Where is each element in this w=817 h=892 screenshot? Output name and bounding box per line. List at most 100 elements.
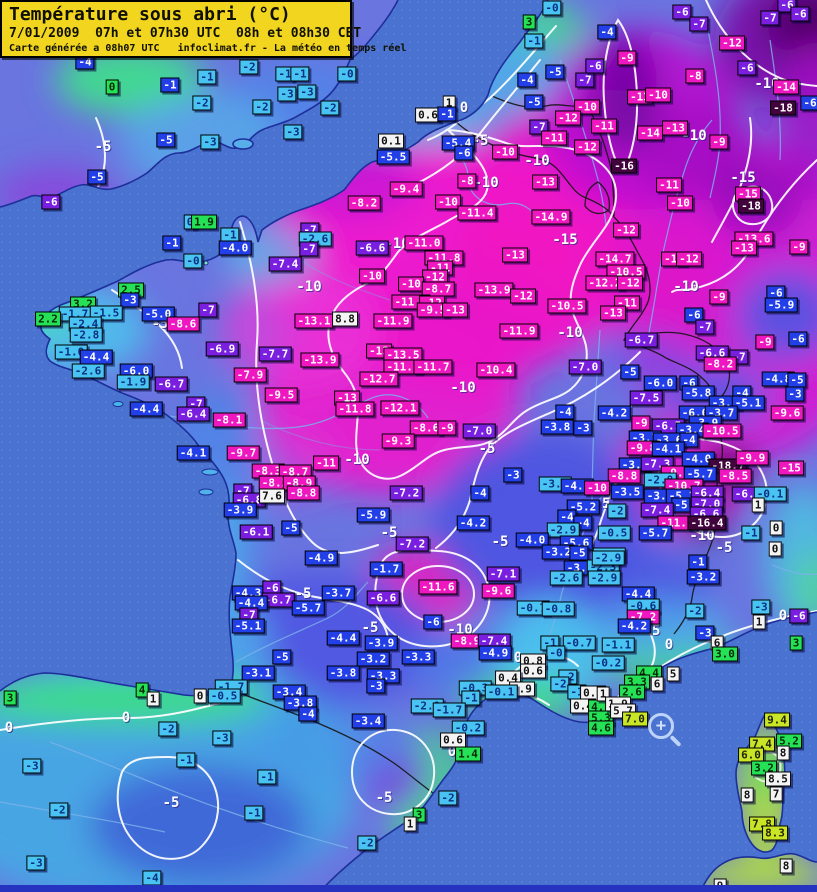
station-temp-label: -11.7: [413, 359, 453, 375]
station-temp-label: -7.1: [486, 566, 520, 582]
station-temp-label: -2: [239, 59, 259, 75]
station-temp-label: -2: [192, 95, 212, 111]
station-temp-label: -3.4: [351, 713, 385, 729]
station-temp-label: -3: [785, 386, 805, 402]
contour-label: -10: [344, 452, 370, 468]
station-temp-label: -10: [645, 87, 671, 103]
station-temp-label: 0: [768, 541, 782, 557]
station-temp-label: -3.8: [326, 665, 360, 681]
station-temp-label: -4.4: [79, 349, 113, 365]
station-temp-label: -6: [789, 608, 809, 624]
contour-label: 0: [513, 650, 523, 666]
station-temp-label: -12: [613, 222, 639, 238]
station-temp-label: -4.0: [681, 451, 715, 467]
station-temp-label: -14: [773, 79, 799, 95]
station-temp-label: -2: [49, 802, 69, 818]
station-temp-label: -4.9: [478, 645, 512, 661]
station-temp-label: -7.7: [258, 346, 292, 362]
station-temp-label: 3.0: [712, 646, 738, 662]
station-temp-label: -0: [183, 253, 203, 269]
station-temp-label: -9: [437, 420, 457, 436]
station-temp-label: -1: [741, 525, 761, 541]
station-temp-label: -8.3: [251, 463, 285, 479]
station-temp-label: 8: [779, 858, 793, 874]
station-temp-label: -5: [671, 497, 691, 513]
station-temp-label: -6.7: [154, 376, 188, 392]
station-temp-label: -5.1: [731, 395, 765, 411]
station-temp-label: -1: [688, 554, 708, 570]
contour-label: -15: [730, 170, 756, 186]
station-temp-label: -6.7: [624, 332, 658, 348]
station-temp-label: -8.6: [166, 316, 200, 332]
station-temp-label: -1.7: [432, 702, 466, 718]
station-temp-label: -10: [584, 480, 610, 496]
station-temp-label: -4.0: [515, 532, 549, 548]
station-temp-label: -5: [620, 364, 640, 380]
station-temp-label: -1: [275, 66, 295, 82]
station-temp-label: -4.4: [234, 595, 268, 611]
station-temp-label: -10: [667, 195, 693, 211]
contour-label: -5: [380, 525, 398, 541]
station-temp-label: -1.7: [369, 561, 403, 577]
station-temp-label: -1: [437, 106, 457, 122]
station-temp-label: -4.4: [129, 401, 163, 417]
map-subtitle: 7/01/2009 07h et 07h30 UTC 08h et 08h30 …: [9, 26, 362, 41]
station-temp-label: 3: [3, 690, 17, 706]
station-temp-label: -7: [760, 10, 780, 26]
station-temp-label: -1: [162, 235, 182, 251]
station-temp-label: -7: [689, 16, 709, 32]
contour-label: 0: [459, 100, 469, 116]
station-temp-label: 5.7: [610, 703, 636, 719]
station-temp-label: -2: [158, 721, 178, 737]
station-temp-label: 4: [135, 682, 149, 698]
station-temp-label: -4.1: [176, 445, 210, 461]
station-temp-label: -2: [320, 100, 340, 116]
station-temp-label: -4: [555, 404, 575, 420]
station-temp-label: 0: [105, 79, 119, 95]
station-temp-label: 6: [650, 676, 664, 692]
station-temp-label: -6: [788, 331, 808, 347]
station-temp-label: -4.9: [304, 550, 338, 566]
contour-label: -5: [491, 534, 509, 550]
station-temp-label: -15: [778, 460, 804, 476]
station-temp-label: -5: [87, 169, 107, 185]
station-temp-label: -4: [470, 485, 490, 501]
station-temp-label: -4: [517, 72, 537, 88]
station-temp-label: -5.9: [356, 507, 390, 523]
station-temp-label: -6: [454, 145, 474, 161]
zoom-magnifier-icon[interactable]: +: [648, 713, 682, 748]
station-temp-label: -5: [524, 94, 544, 110]
station-temp-label: -11: [656, 177, 682, 193]
contour-label: -5: [162, 795, 180, 811]
station-temp-label: -2.9: [546, 522, 580, 538]
station-temp-label: -8.8: [607, 468, 641, 484]
station-temp-label: 7.6: [259, 488, 285, 504]
station-temp-label: -13.5: [383, 347, 423, 363]
station-temp-label: -11.0: [404, 235, 444, 251]
station-temp-label: -7.2: [395, 536, 429, 552]
station-temp-label: -3.1: [241, 665, 275, 681]
station-temp-label: -12.7: [359, 371, 399, 387]
station-temp-label: -1: [160, 77, 180, 93]
station-temp-label: -9.6: [770, 405, 804, 421]
station-temp-label: -11.8: [335, 401, 375, 417]
station-temp-label: -14.7: [595, 251, 635, 267]
station-temp-label: -4.2: [617, 618, 651, 634]
contour-label: -10: [524, 153, 550, 169]
contour-label: -5: [361, 620, 379, 636]
contour-label: -10: [473, 175, 499, 191]
station-temp-label: 2.2: [35, 311, 61, 327]
station-temp-label: -6: [684, 307, 704, 323]
station-temp-label: -1: [244, 805, 264, 821]
station-temp-label: -3.2: [686, 569, 720, 585]
station-temp-label: -4.4: [326, 630, 360, 646]
station-temp-label: -10: [492, 144, 518, 160]
station-temp-label: 3: [522, 14, 536, 30]
contour-label: 0: [447, 744, 457, 760]
station-temp-label: -15: [735, 186, 761, 202]
station-temp-label: -0.1: [484, 684, 518, 700]
station-temp-label: -12.2: [585, 275, 625, 291]
station-temp-label: -5: [281, 520, 301, 536]
station-temp-label: 0: [193, 688, 207, 704]
station-temp-label: -3.2: [541, 544, 575, 560]
